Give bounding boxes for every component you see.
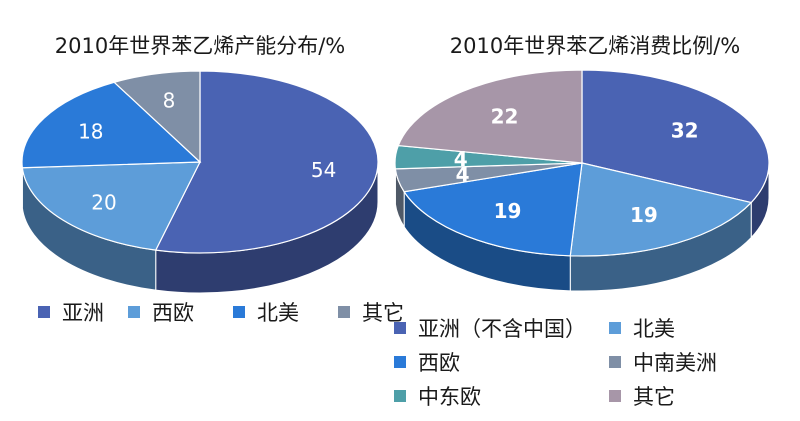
legend-label: 亚洲（不含中国） [418,317,586,341]
pie-slice [581,69,770,204]
data-label: 4 [454,147,468,171]
data-label: 32 [671,119,699,143]
data-label: 8 [163,88,176,112]
chart-title: 2010年世界苯乙烯消费比例/% [449,34,741,58]
legend-item: 其它 [338,297,404,327]
legend-item: 亚洲 [38,297,104,327]
data-label: 54 [311,158,336,182]
legend-label: 其它 [362,301,404,325]
pie-slice [154,70,379,254]
legend-swatch [609,356,621,368]
chart-consumption: 2010年世界苯乙烯消费比例/% 32 19 19 4 4 22 亚洲（不含中国） 北美西欧… [390,0,800,421]
legend-item: 北美 [609,313,675,343]
data-label: 19 [630,203,658,227]
data-label: 18 [78,119,103,143]
pie-slice [113,70,201,164]
data-label: 22 [491,104,519,128]
legend-label: 西欧 [152,301,194,325]
legend-swatch [394,356,406,368]
data-label: 20 [91,191,116,215]
legend-swatch [233,306,245,318]
data-label: 19 [494,199,522,223]
pie-chart: 32 19 19 44 22 [394,69,770,292]
legend-label: 中东欧 [418,385,481,409]
data-label: 4 [456,162,470,186]
legend-item: 北美 [233,297,299,327]
legend-label: 亚洲 [62,301,104,325]
chart-title: 2010年世界苯乙烯产能分布/% [54,34,346,58]
chart-production: 2010年世界苯乙烯产能分布/% 54 20 18 8 亚洲 西欧 北美 其它 [21,34,404,327]
pie-slice [21,81,202,169]
legend-swatch [609,322,621,334]
legend-item: 中南美洲 [609,347,717,377]
legend-item: 亚洲（不含中国） [394,313,586,343]
legend-swatch [609,390,621,402]
legend-swatch [128,306,140,318]
legend-label: 中南美洲 [633,351,717,375]
legend-item: 中东欧 [394,381,481,411]
legend-swatch [338,306,350,318]
legend-item: 其它 [609,381,675,411]
legend-label: 其它 [633,385,675,409]
legend-label: 北美 [633,317,675,341]
pie-slice [21,161,201,251]
pie-slice [397,69,583,164]
pie-slice [569,162,753,257]
legend-label: 西欧 [418,351,460,375]
legend-item: 西欧 [128,297,194,327]
pie-chart: 54 20 18 8 [21,70,379,294]
legend-swatch [394,322,406,334]
pie-slice [403,162,583,257]
legend-swatch [38,306,50,318]
legend-label: 北美 [257,301,299,325]
legend-item: 西欧 [394,347,460,377]
legend-swatch [394,390,406,402]
